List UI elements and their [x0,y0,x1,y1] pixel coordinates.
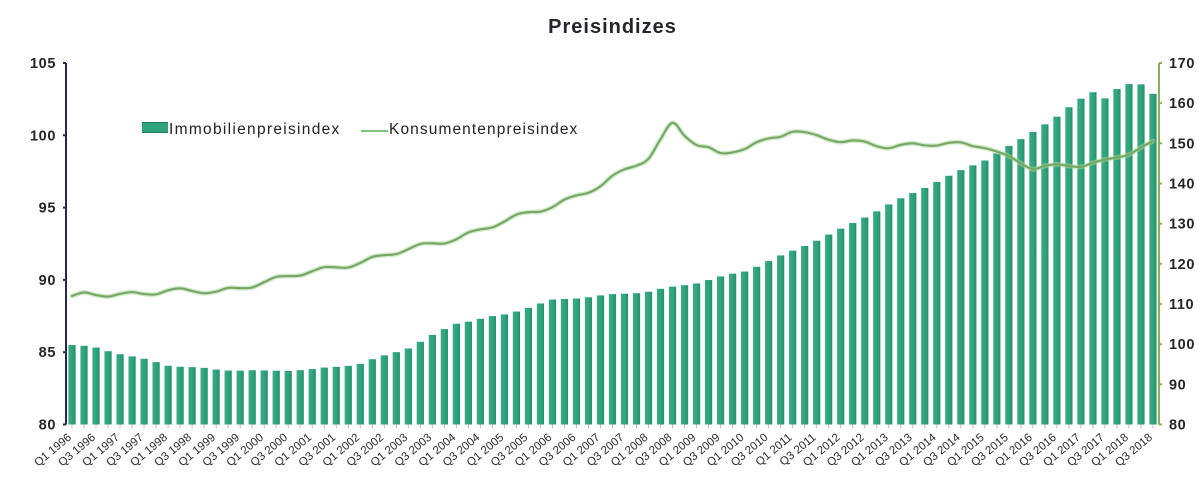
svg-text:160: 160 [1169,96,1195,112]
svg-text:100: 100 [1169,337,1195,353]
svg-text:130: 130 [1169,217,1195,233]
svg-text:110: 110 [1169,297,1194,313]
svg-text:120: 120 [1169,257,1195,273]
svg-text:105: 105 [30,56,56,72]
svg-text:170: 170 [1169,56,1195,72]
svg-text:80: 80 [39,418,56,434]
svg-text:85: 85 [39,345,56,361]
svg-text:90: 90 [39,273,56,289]
svg-text:80: 80 [1169,418,1186,434]
svg-text:95: 95 [39,201,56,217]
svg-text:140: 140 [1169,177,1195,193]
svg-text:150: 150 [1169,136,1195,152]
svg-text:100: 100 [30,128,56,144]
svg-text:90: 90 [1169,377,1186,393]
